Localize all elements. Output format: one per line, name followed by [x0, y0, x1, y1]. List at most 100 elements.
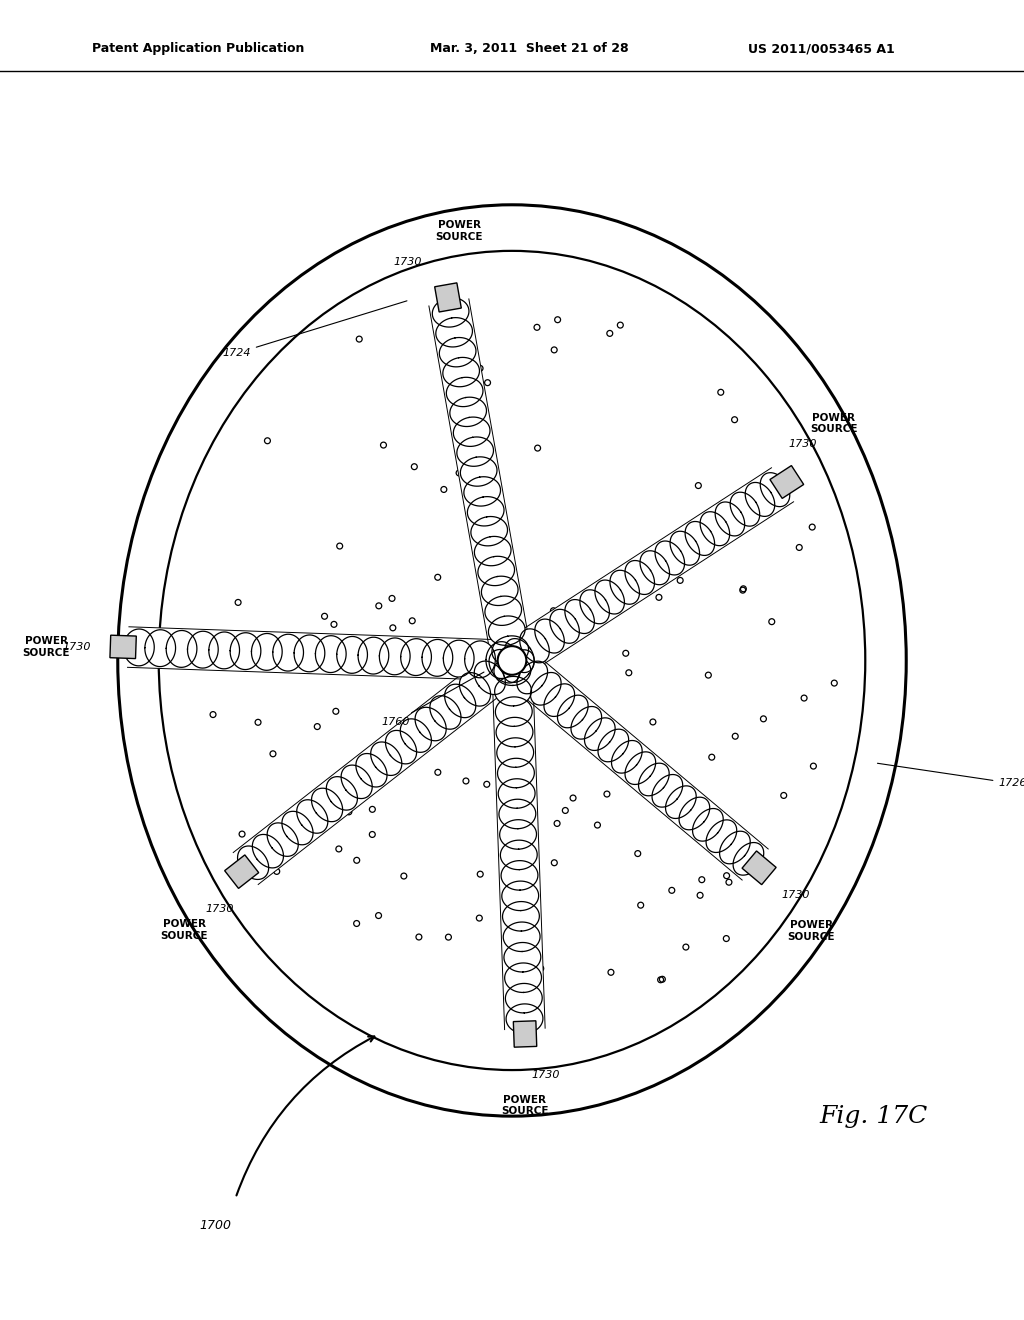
Point — [536, 694, 552, 715]
Polygon shape — [110, 635, 136, 659]
Point — [804, 516, 820, 537]
Text: 1724: 1724 — [222, 301, 407, 358]
Polygon shape — [550, 610, 580, 643]
Point — [599, 784, 615, 805]
Text: 1730: 1730 — [206, 904, 234, 915]
Polygon shape — [230, 632, 261, 669]
Polygon shape — [486, 642, 517, 678]
Text: POWER
SOURCE: POWER SOURCE — [161, 919, 208, 941]
Polygon shape — [443, 640, 474, 677]
Point — [281, 634, 297, 655]
Point — [348, 913, 365, 935]
Point — [450, 293, 466, 314]
Polygon shape — [707, 820, 736, 853]
Point — [601, 323, 617, 345]
Polygon shape — [520, 628, 549, 663]
Point — [503, 805, 519, 826]
Polygon shape — [666, 785, 696, 818]
Polygon shape — [625, 752, 655, 784]
Point — [348, 850, 365, 871]
Text: 1730: 1730 — [531, 1071, 559, 1080]
Point — [654, 969, 671, 990]
Polygon shape — [501, 840, 538, 870]
Polygon shape — [371, 742, 401, 775]
Point — [488, 491, 505, 512]
Text: POWER
SOURCE: POWER SOURCE — [810, 413, 857, 434]
Polygon shape — [467, 496, 504, 525]
Text: 1730: 1730 — [788, 438, 817, 449]
Point — [268, 861, 285, 882]
Polygon shape — [557, 696, 588, 727]
Polygon shape — [489, 649, 520, 682]
Polygon shape — [450, 397, 486, 426]
Polygon shape — [488, 616, 525, 645]
Point — [233, 824, 250, 845]
Point — [546, 853, 562, 874]
Polygon shape — [495, 676, 531, 706]
Point — [326, 614, 342, 635]
Point — [384, 587, 400, 609]
Polygon shape — [580, 590, 609, 624]
Polygon shape — [415, 708, 446, 741]
Point — [545, 601, 561, 622]
Point — [664, 880, 680, 902]
Point — [650, 587, 667, 609]
Polygon shape — [478, 556, 514, 586]
Point — [609, 586, 626, 607]
Polygon shape — [311, 788, 343, 821]
Polygon shape — [341, 766, 373, 799]
Point — [549, 813, 565, 834]
Point — [550, 309, 566, 330]
Point — [385, 618, 401, 639]
Text: Patent Application Publication: Patent Application Publication — [92, 42, 304, 55]
Point — [260, 842, 276, 863]
Point — [331, 838, 347, 859]
Polygon shape — [503, 923, 540, 952]
Polygon shape — [238, 846, 268, 879]
Polygon shape — [233, 644, 524, 884]
Polygon shape — [124, 630, 155, 665]
Polygon shape — [297, 800, 328, 833]
Polygon shape — [434, 282, 461, 312]
Point — [749, 504, 765, 525]
Point — [371, 906, 387, 927]
Point — [411, 927, 427, 948]
Point — [494, 583, 510, 605]
Polygon shape — [461, 457, 497, 486]
Point — [421, 734, 437, 755]
Point — [692, 884, 709, 906]
Point — [205, 704, 221, 725]
Polygon shape — [611, 741, 642, 774]
Point — [328, 701, 344, 722]
Point — [250, 711, 266, 733]
Text: 1760: 1760 — [381, 672, 484, 727]
Point — [756, 709, 772, 730]
Polygon shape — [128, 627, 513, 681]
Point — [792, 537, 808, 558]
Polygon shape — [497, 738, 534, 767]
Point — [472, 863, 488, 884]
Polygon shape — [652, 775, 683, 807]
Polygon shape — [639, 763, 669, 796]
Polygon shape — [640, 550, 670, 585]
Point — [603, 962, 620, 983]
Polygon shape — [585, 718, 615, 751]
Polygon shape — [492, 636, 528, 665]
Polygon shape — [692, 809, 723, 841]
Point — [519, 857, 536, 878]
Polygon shape — [496, 697, 532, 726]
Polygon shape — [506, 1005, 543, 1034]
Polygon shape — [356, 754, 387, 787]
Polygon shape — [504, 649, 535, 682]
Polygon shape — [720, 832, 751, 863]
Polygon shape — [327, 776, 357, 810]
Polygon shape — [442, 358, 479, 387]
Polygon shape — [432, 298, 469, 327]
Point — [796, 688, 812, 709]
Point — [471, 908, 487, 929]
Polygon shape — [358, 638, 389, 675]
Text: POWER
SOURCE: POWER SOURCE — [787, 920, 836, 942]
Point — [451, 462, 467, 483]
Point — [440, 927, 457, 948]
Text: 1726: 1726 — [878, 763, 1024, 788]
